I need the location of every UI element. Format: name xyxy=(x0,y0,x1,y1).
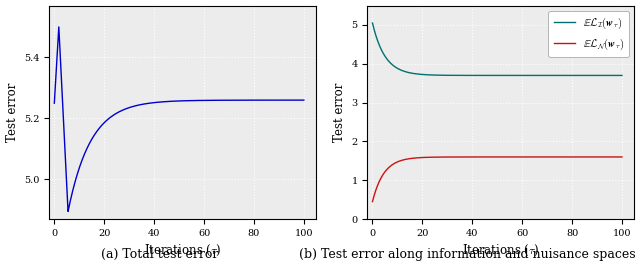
$\mathbb{E}\mathcal{L}_{\mathcal{N}}(\boldsymbol{w}_\tau)$ xyxy=(475,155,483,159)
Line: $\mathbb{E}\mathcal{L}_{\mathcal{N}}(\boldsymbol{w}_\tau)$: $\mathbb{E}\mathcal{L}_{\mathcal{N}}(\bo… xyxy=(372,157,622,202)
Line: $\mathbb{E}\mathcal{L}_{\mathcal{I}}(\boldsymbol{w}_\tau)$: $\mathbb{E}\mathcal{L}_{\mathcal{I}}(\bo… xyxy=(372,23,622,76)
X-axis label: Iterations ($\tau$): Iterations ($\tau$) xyxy=(144,243,221,258)
$\mathbb{E}\mathcal{L}_{\mathcal{N}}(\boldsymbol{w}_\tau)$ xyxy=(397,159,404,162)
Text: (b) Test error along information and nuisance spaces: (b) Test error along information and nui… xyxy=(299,248,636,261)
$\mathbb{E}\mathcal{L}_{\mathcal{N}}(\boldsymbol{w}_\tau)$ xyxy=(464,155,472,159)
$\mathbb{E}\mathcal{L}_{\mathcal{N}}(\boldsymbol{w}_\tau)$ xyxy=(586,155,594,159)
$\mathbb{E}\mathcal{L}_{\mathcal{N}}(\boldsymbol{w}_\tau)$ xyxy=(412,156,420,159)
$\mathbb{E}\mathcal{L}_{\mathcal{N}}(\boldsymbol{w}_\tau)$ xyxy=(369,200,376,203)
$\mathbb{E}\mathcal{L}_{\mathcal{I}}(\boldsymbol{w}_\tau)$ xyxy=(613,74,621,77)
Legend: $\mathbb{E}\mathcal{L}_{\mathcal{I}}(\boldsymbol{w}_\tau)$, $\mathbb{E}\mathcal{: $\mathbb{E}\mathcal{L}_{\mathcal{I}}(\bo… xyxy=(548,11,629,57)
$\mathbb{E}\mathcal{L}_{\mathcal{I}}(\boldsymbol{w}_\tau)$ xyxy=(369,21,376,25)
Text: (a) Total test error: (a) Total test error xyxy=(101,248,219,261)
$\mathbb{E}\mathcal{L}_{\mathcal{N}}(\boldsymbol{w}_\tau)$ xyxy=(618,155,626,159)
$\mathbb{E}\mathcal{L}_{\mathcal{I}}(\boldsymbol{w}_\tau)$ xyxy=(412,72,420,76)
$\mathbb{E}\mathcal{L}_{\mathcal{I}}(\boldsymbol{w}_\tau)$ xyxy=(586,74,594,77)
X-axis label: Iterations ($\tau$): Iterations ($\tau$) xyxy=(462,243,540,258)
$\mathbb{E}\mathcal{L}_{\mathcal{I}}(\boldsymbol{w}_\tau)$ xyxy=(475,74,483,77)
$\mathbb{E}\mathcal{L}_{\mathcal{I}}(\boldsymbol{w}_\tau)$ xyxy=(397,68,404,72)
Y-axis label: Test error: Test error xyxy=(333,83,346,142)
$\mathbb{E}\mathcal{L}_{\mathcal{I}}(\boldsymbol{w}_\tau)$ xyxy=(618,74,626,77)
$\mathbb{E}\mathcal{L}_{\mathcal{I}}(\boldsymbol{w}_\tau)$ xyxy=(464,74,472,77)
Y-axis label: Test error: Test error xyxy=(6,83,19,142)
$\mathbb{E}\mathcal{L}_{\mathcal{N}}(\boldsymbol{w}_\tau)$ xyxy=(613,155,621,159)
